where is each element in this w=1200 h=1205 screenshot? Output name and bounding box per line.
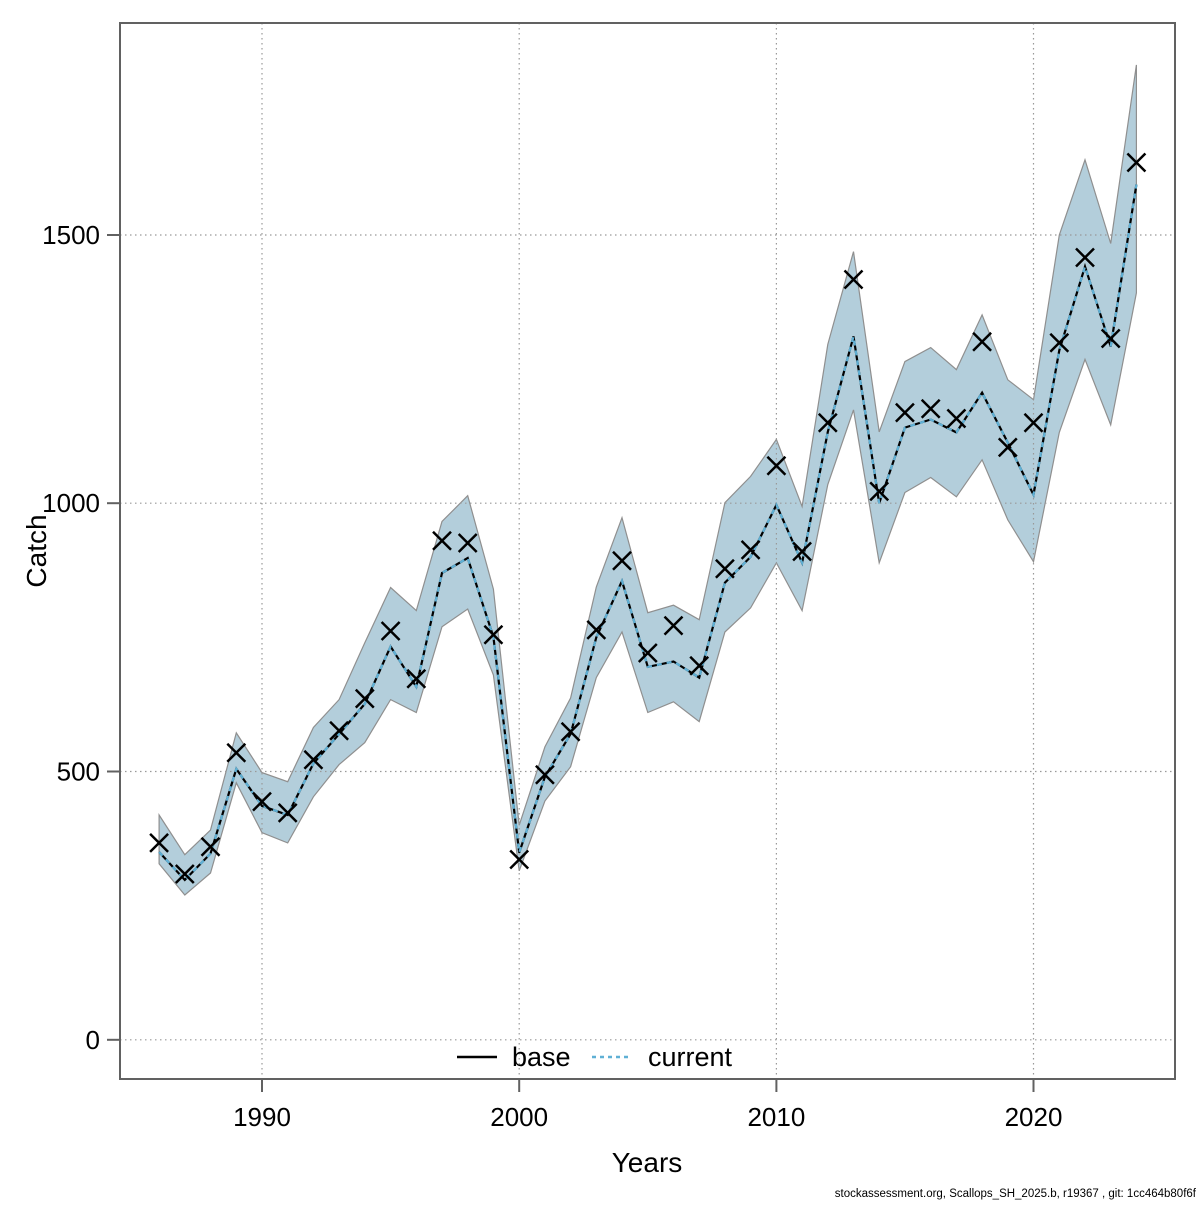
observation-marker — [869, 481, 890, 502]
observation-marker — [483, 624, 504, 645]
observation-marker — [535, 764, 555, 785]
observation-marker — [406, 668, 427, 689]
observation-marker — [174, 864, 195, 884]
x-axis-title: Years — [612, 1147, 683, 1178]
observation-marker — [457, 533, 478, 553]
current-line — [158, 184, 1138, 882]
observation-marker — [380, 621, 401, 641]
observation-marker — [586, 620, 607, 640]
observation-marker — [715, 558, 735, 579]
observation-marker — [766, 455, 787, 476]
observation-marker — [612, 550, 632, 571]
y-tick-label: 1000 — [42, 488, 100, 518]
x-tick-label: 2010 — [747, 1102, 805, 1132]
confidence-band-layer — [158, 64, 1137, 896]
observation-marker — [740, 540, 761, 560]
observation-marker — [354, 688, 375, 709]
observation-marker — [895, 402, 915, 423]
observation-marker — [226, 742, 247, 763]
observation-marker — [252, 791, 272, 812]
y-axis-title: Catch — [21, 514, 52, 587]
axis-tick-layer: 1990 2000 2010 2020 0 500 1000 1500 — [42, 220, 1062, 1132]
observation-marker — [920, 398, 941, 419]
y-tick-label: 1500 — [42, 220, 100, 250]
x-tick-label: 1990 — [233, 1102, 291, 1132]
observation-marker — [200, 836, 221, 857]
x-tick-label: 2020 — [1005, 1102, 1063, 1132]
observation-marker — [149, 833, 169, 853]
observation-marker — [277, 803, 298, 823]
observation-marker — [1049, 332, 1070, 353]
observation-marker — [946, 408, 967, 429]
series-layer — [158, 184, 1138, 882]
observation-marker — [637, 643, 658, 663]
legend-current-label: current — [648, 1042, 733, 1072]
observation-marker — [843, 269, 864, 290]
x-tick-label: 2000 — [490, 1102, 548, 1132]
observation-marker — [972, 331, 992, 352]
observation-marker — [1023, 412, 1044, 433]
observation-marker — [509, 849, 530, 870]
gridline-layer — [120, 23, 1175, 1079]
observation-marker — [329, 720, 349, 741]
footer-attribution: stockassessment.org, Scallops_SH_2025.b,… — [835, 1188, 1197, 1200]
legend-base-label: base — [512, 1042, 571, 1072]
observation-marker — [560, 721, 581, 742]
observation-marker — [1126, 152, 1147, 173]
observation-marker — [792, 541, 812, 562]
observation-marker — [432, 530, 452, 551]
observation-marker — [689, 655, 710, 676]
observation-marker — [817, 412, 838, 433]
observation-marker — [1075, 247, 1095, 268]
plot-border — [119, 22, 1176, 1080]
observation-marker — [997, 437, 1018, 458]
confidence-band — [158, 64, 1137, 896]
plot-layers: 1990 2000 2010 2020 0 500 1000 1500 — [42, 23, 1175, 1132]
marker-layer — [149, 152, 1147, 884]
observation-marker — [1100, 328, 1121, 349]
observation-marker — [303, 749, 324, 770]
legend: base current — [457, 1042, 733, 1072]
y-tick-label: 0 — [86, 1025, 100, 1055]
observation-marker — [663, 615, 684, 636]
y-tick-label: 500 — [57, 757, 100, 787]
